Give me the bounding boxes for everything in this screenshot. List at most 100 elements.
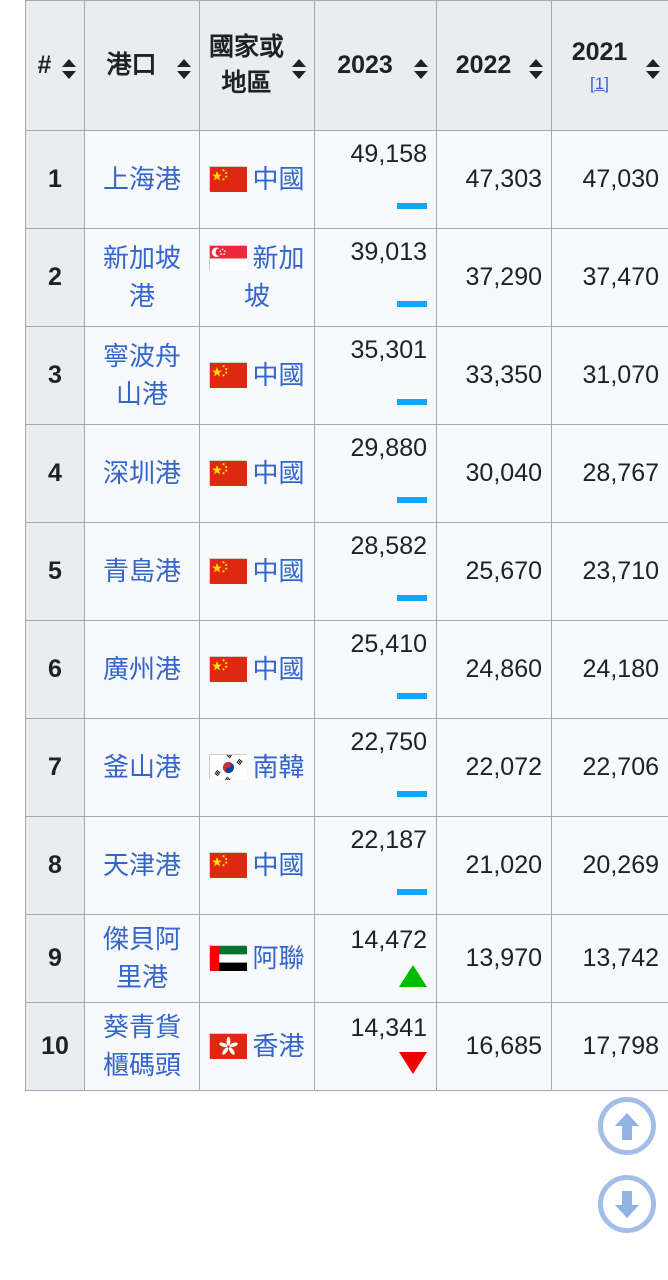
cell-rank: 10 (25, 1002, 85, 1091)
table-row: 8 天津港 中國 22,187 21,020 20,269 (25, 816, 668, 915)
trend-indicator (399, 1050, 427, 1078)
sort-icon[interactable] (528, 55, 544, 79)
column-header-2022[interactable]: 2022 (436, 0, 552, 131)
country-link[interactable]: 南韓 (252, 751, 305, 782)
country-link[interactable]: 中國 (252, 163, 305, 194)
port-link[interactable]: 寧波舟山港 (102, 341, 181, 409)
value-2023: 49,158 (350, 140, 427, 168)
port-link[interactable]: 深圳港 (102, 457, 181, 488)
country-link[interactable]: 阿聯 (252, 942, 305, 973)
cell-port: 新加坡港 (84, 228, 200, 327)
country-link[interactable]: 中國 (252, 849, 305, 880)
cell-rank: 1 (25, 130, 85, 229)
country-link[interactable]: 中國 (252, 555, 305, 586)
port-link[interactable]: 傑貝阿里港 (102, 924, 181, 992)
table-scroll-container[interactable]: # 港口 (25, 0, 668, 1280)
country-link[interactable]: 新加坡 (243, 243, 305, 311)
trend-steady-icon (397, 692, 427, 699)
trend-indicator (399, 962, 427, 990)
china-flag (209, 557, 248, 584)
value-2023: 22,750 (350, 728, 427, 756)
country-link[interactable]: 中國 (252, 359, 305, 390)
country-link[interactable]: 中國 (252, 653, 305, 684)
value-2023: 22,187 (350, 826, 427, 854)
trend-steady-icon (397, 594, 427, 601)
table-row: 5 青島港 中國 28,582 25,670 23,710 (25, 522, 668, 621)
cell-country: 中國 (199, 326, 315, 425)
port-link[interactable]: 青島港 (102, 555, 181, 586)
container-ports-table: # 港口 (25, 0, 668, 1091)
port-link[interactable]: 天津港 (102, 849, 181, 880)
column-header-2021[interactable]: 2021 [1] (551, 0, 668, 131)
port-link[interactable]: 廣州港 (102, 653, 181, 684)
cell-port: 寧波舟山港 (84, 326, 200, 425)
cell-rank: 4 (25, 424, 85, 523)
cell-2022: 22,072 (436, 718, 552, 817)
trend-indicator (324, 775, 427, 811)
trend-steady-icon (397, 496, 427, 503)
cell-rank: 5 (25, 522, 85, 621)
trend-down-icon (399, 1051, 427, 1074)
cell-2023: 35,301 (314, 326, 437, 425)
port-link[interactable]: 上海港 (102, 163, 181, 194)
cell-2022: 33,350 (436, 326, 552, 425)
cell-country: 中國 (199, 620, 315, 719)
trend-indicator (324, 873, 427, 909)
trend-steady-icon (397, 888, 427, 895)
sort-icon[interactable] (645, 55, 661, 79)
column-header-2021-label: 2021 (571, 38, 628, 67)
cell-port: 葵青貨櫃碼頭 (84, 1002, 200, 1091)
cell-rank: 6 (25, 620, 85, 719)
cell-2022: 25,670 (436, 522, 552, 621)
cell-country: 新加坡 (199, 228, 315, 327)
table-body: 1 上海港 中國 49,158 47,303 47,030 2 新加坡港 新加坡 39,013 37… (25, 130, 668, 1091)
trend-indicator (324, 579, 427, 615)
column-header-2023-label: 2023 (337, 50, 393, 79)
cell-2021: 23,710 (551, 522, 668, 621)
column-header-country[interactable]: 國家或地區 (199, 0, 315, 131)
column-header-port[interactable]: 港口 (84, 0, 200, 131)
cell-2021: 17,798 (551, 1002, 668, 1091)
cell-port: 天津港 (84, 816, 200, 915)
trend-up-icon (399, 964, 427, 987)
scroll-down-button[interactable] (598, 1175, 656, 1233)
cell-2023: 39,013 (314, 228, 437, 327)
column-header-2023[interactable]: 2023 (314, 0, 437, 131)
column-header-2022-label: 2022 (455, 50, 512, 79)
sort-icon[interactable] (61, 55, 77, 79)
port-link[interactable]: 葵青貨櫃碼頭 (102, 1012, 181, 1080)
china-flag (209, 851, 248, 878)
column-header-rank[interactable]: # (25, 0, 85, 131)
cell-2021: 31,070 (551, 326, 668, 425)
china-flag (209, 361, 248, 388)
port-link[interactable]: 釜山港 (102, 751, 181, 782)
table-header: # 港口 (25, 0, 668, 131)
china-flag (209, 655, 248, 682)
sort-icon[interactable] (291, 55, 307, 79)
cell-2021: 22,706 (551, 718, 668, 817)
cell-country: 南韓 (199, 718, 315, 817)
southkorea-flag (209, 751, 248, 783)
sort-icon[interactable] (176, 55, 192, 79)
value-2023: 14,341 (350, 1014, 427, 1042)
cell-rank: 2 (25, 228, 85, 327)
trend-steady-icon (397, 790, 427, 797)
hongkong-flag (209, 1032, 248, 1059)
scroll-up-button[interactable] (598, 1097, 656, 1155)
china-flag (209, 459, 248, 486)
sort-icon[interactable] (413, 55, 429, 79)
country-link[interactable]: 香港 (252, 1030, 305, 1061)
cell-2022: 24,860 (436, 620, 552, 719)
reference-link-1[interactable]: [1] (590, 73, 609, 93)
cell-rank: 9 (25, 914, 85, 1003)
cell-2023: 25,410 (314, 620, 437, 719)
column-header-country-label: 國家或地區 (209, 33, 285, 97)
trend-steady-icon (397, 202, 427, 209)
cell-2023: 29,880 (314, 424, 437, 523)
table-row: 2 新加坡港 新加坡 39,013 37,290 37,470 (25, 228, 668, 327)
country-link[interactable]: 中國 (252, 457, 305, 488)
table-row: 9 傑貝阿里港 阿聯 14,472 13,970 13,742 (25, 914, 668, 1003)
table-row: 6 廣州港 中國 25,410 24,860 24,180 (25, 620, 668, 719)
port-link[interactable]: 新加坡港 (102, 243, 181, 311)
cell-2022: 30,040 (436, 424, 552, 523)
